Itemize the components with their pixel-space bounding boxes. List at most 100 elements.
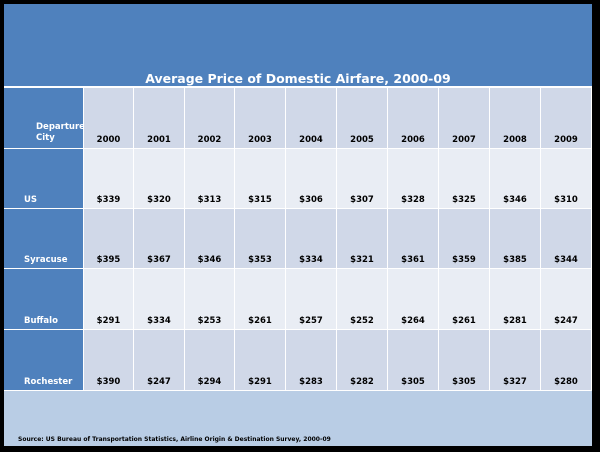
table-cell: $334	[286, 209, 337, 269]
table-cell: $261	[235, 269, 286, 330]
table-cell: $294	[185, 330, 235, 391]
table-cell: $346	[185, 209, 235, 269]
column-header-2001: 2001	[134, 88, 185, 149]
table-cell: $385	[490, 209, 541, 269]
table-cell-text: $385	[503, 255, 527, 265]
table-cell-text: $282	[350, 377, 374, 387]
table-cell-text: $310	[554, 195, 578, 205]
table-cell: $359	[439, 209, 490, 269]
table-cell-text: $328	[401, 195, 425, 205]
row-label-rochester: Rochester	[4, 330, 84, 391]
table-cell: $310	[541, 149, 592, 209]
table-cell-text: $264	[401, 316, 425, 326]
column-header-2005-text: 2005	[350, 135, 374, 145]
column-header-2002: 2002	[185, 88, 235, 149]
table-cell: $305	[388, 330, 439, 391]
column-header-2006: 2006	[388, 88, 439, 149]
table-cell: $252	[337, 269, 388, 330]
table-cell: $280	[541, 330, 592, 391]
table-cell-text: $327	[503, 377, 527, 387]
table-cell: $344	[541, 209, 592, 269]
table-cell: $325	[439, 149, 490, 209]
source-note: Source: US Bureau of Transportation Stat…	[18, 436, 331, 443]
table-cell-text: $353	[248, 255, 272, 265]
table-cell: $307	[337, 149, 388, 209]
table-cell-text: $247	[554, 316, 578, 326]
table-cell: $305	[439, 330, 490, 391]
table-cell: $247	[134, 330, 185, 391]
table-cell-text: $334	[147, 316, 171, 326]
column-header-2003: 2003	[235, 88, 286, 149]
table-cell-text: $305	[452, 377, 476, 387]
table-cell: $253	[185, 269, 235, 330]
column-header-2008: 2008	[490, 88, 541, 149]
table-cell-text: $315	[248, 195, 272, 205]
table-cell-text: $291	[96, 316, 121, 326]
column-header-2007: 2007	[439, 88, 490, 149]
table-cell-text: $321	[350, 255, 374, 265]
column-header-2009: 2009	[541, 88, 592, 149]
table-cell-text: $367	[147, 255, 171, 265]
row-label-buffalo-text: Buffalo	[24, 316, 58, 326]
row-header-label-text: Departure City	[36, 122, 85, 143]
column-header-2006-text: 2006	[401, 135, 425, 145]
table-cell-text: $294	[197, 377, 222, 387]
column-header-2000-text: 2000	[96, 135, 121, 145]
table-cell: $327	[490, 330, 541, 391]
table-cell-text: $359	[452, 255, 476, 265]
table-cell-text: $253	[197, 316, 222, 326]
table-cell: $367	[134, 209, 185, 269]
table-cell: $306	[286, 149, 337, 209]
column-header-2009-text: 2009	[554, 135, 578, 145]
table-cell: $334	[134, 269, 185, 330]
table-cell-text: $346	[503, 195, 527, 205]
table-cell: $361	[388, 209, 439, 269]
title-underline	[4, 86, 592, 88]
table-cell-text: $283	[299, 377, 323, 387]
table-cell: $321	[337, 209, 388, 269]
column-header-2003-text: 2003	[248, 135, 272, 145]
table-cell-text: $252	[350, 316, 374, 326]
table-cell-text: $325	[452, 195, 476, 205]
table-cell: $257	[286, 269, 337, 330]
column-header-2007-text: 2007	[452, 135, 476, 145]
table-cell-text: $247	[147, 377, 171, 387]
table-cell-text: $307	[350, 195, 374, 205]
table-cell-text: $291	[248, 377, 272, 387]
row-label-syracuse: Syracuse	[4, 209, 84, 269]
row-label-us: US	[4, 149, 84, 209]
table-cell-text: $313	[197, 195, 222, 205]
table-cell-text: $361	[401, 255, 425, 265]
column-header-2008-text: 2008	[503, 135, 527, 145]
table-cell-text: $395	[96, 255, 121, 265]
table-cell: $283	[286, 330, 337, 391]
row-label-us-text: US	[24, 195, 38, 205]
table-cell: $291	[235, 330, 286, 391]
table-cell-text: $305	[401, 377, 425, 387]
table-cell-text: $261	[452, 316, 476, 326]
column-header-2005: 2005	[337, 88, 388, 149]
column-header-2004-text: 2004	[299, 135, 323, 145]
row-label-rochester-text: Rochester	[24, 377, 73, 387]
table-cell: $313	[185, 149, 235, 209]
table-cell: $291	[84, 269, 134, 330]
table-cell: $264	[388, 269, 439, 330]
table-cell: $261	[439, 269, 490, 330]
column-header-2004: 2004	[286, 88, 337, 149]
table-cell-text: $344	[554, 255, 578, 265]
table-cell: $282	[337, 330, 388, 391]
table-cell-text: $320	[147, 195, 171, 205]
column-header-2002-text: 2002	[197, 135, 222, 145]
table-cell: $390	[84, 330, 134, 391]
table-cell-text: $346	[197, 255, 222, 265]
table-cell-text: $257	[299, 316, 323, 326]
row-label-buffalo: Buffalo	[4, 269, 84, 330]
table-cell-text: $390	[96, 377, 121, 387]
table-cell-text: $339	[96, 195, 121, 205]
table-cell: $339	[84, 149, 134, 209]
column-header-2001-text: 2001	[147, 135, 171, 145]
table-cell: $320	[134, 149, 185, 209]
table-cell: $247	[541, 269, 592, 330]
chart-frame: Average Price of Domestic Airfare, 2000-…	[4, 4, 592, 446]
table-cell: $328	[388, 149, 439, 209]
